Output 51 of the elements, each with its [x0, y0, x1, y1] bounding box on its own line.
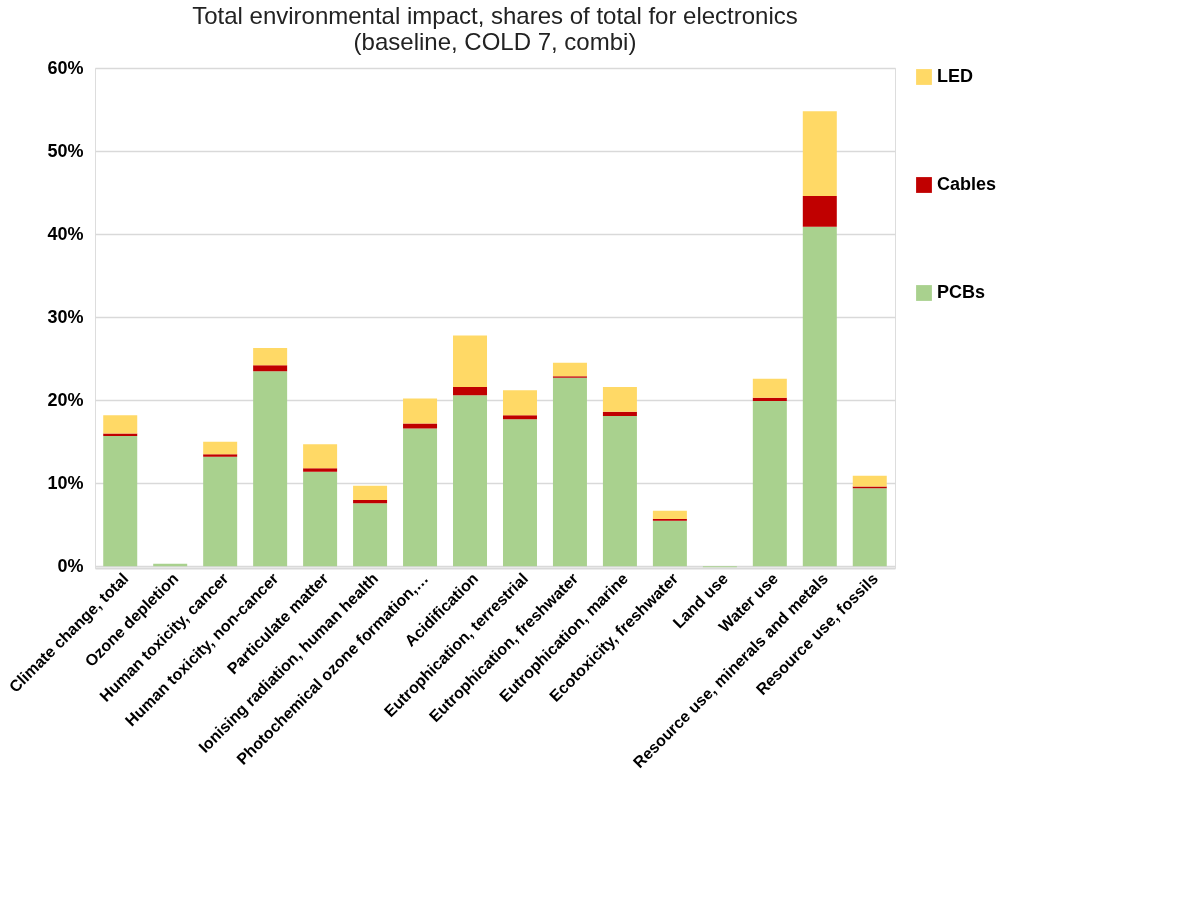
y-tick-label: 20%	[47, 389, 84, 410]
legend-label: LED	[937, 66, 973, 86]
bar	[852, 488, 887, 567]
bar	[652, 520, 687, 567]
bar	[802, 226, 837, 567]
bar	[253, 347, 288, 366]
bar	[253, 371, 288, 567]
bar	[802, 111, 837, 196]
bar	[502, 390, 537, 416]
y-tick-label: 50%	[47, 140, 84, 161]
y-tick-label: 30%	[47, 306, 84, 327]
bar	[752, 397, 787, 402]
bar	[303, 471, 338, 567]
bar	[353, 485, 388, 500]
bar	[403, 423, 438, 429]
bar	[802, 195, 837, 227]
y-tick-label: 10%	[47, 472, 84, 493]
bar	[303, 444, 338, 469]
y-tick-label: 0%	[57, 555, 84, 576]
bar	[453, 395, 488, 567]
bar	[602, 386, 637, 412]
y-tick-label: 60%	[47, 57, 84, 78]
bar	[552, 362, 587, 377]
legend-label: Cables	[937, 174, 997, 194]
legend-label: PCBs	[937, 282, 986, 302]
bar	[602, 411, 637, 417]
bar	[552, 377, 587, 567]
bar	[203, 441, 238, 455]
y-tick-label: 40%	[47, 223, 84, 244]
bar	[602, 416, 637, 567]
bar	[453, 335, 488, 387]
bar	[353, 499, 388, 504]
bar	[502, 415, 537, 420]
bar	[203, 454, 238, 457]
bar	[253, 365, 288, 372]
bar	[752, 401, 787, 567]
bar	[353, 503, 388, 567]
bar	[403, 428, 438, 567]
bar	[453, 386, 488, 396]
bar	[103, 433, 138, 436]
text: Total environmental impact, shares of total for electronics	[192, 2, 798, 29]
bar	[752, 378, 787, 398]
bar	[103, 435, 138, 567]
bar	[103, 415, 138, 434]
text: (baseline, COLD 7, combi)	[353, 28, 637, 55]
bar	[303, 468, 338, 472]
bar	[403, 398, 438, 424]
bar	[852, 475, 887, 487]
bar	[203, 456, 238, 567]
bar	[502, 419, 537, 567]
bar	[652, 510, 687, 519]
